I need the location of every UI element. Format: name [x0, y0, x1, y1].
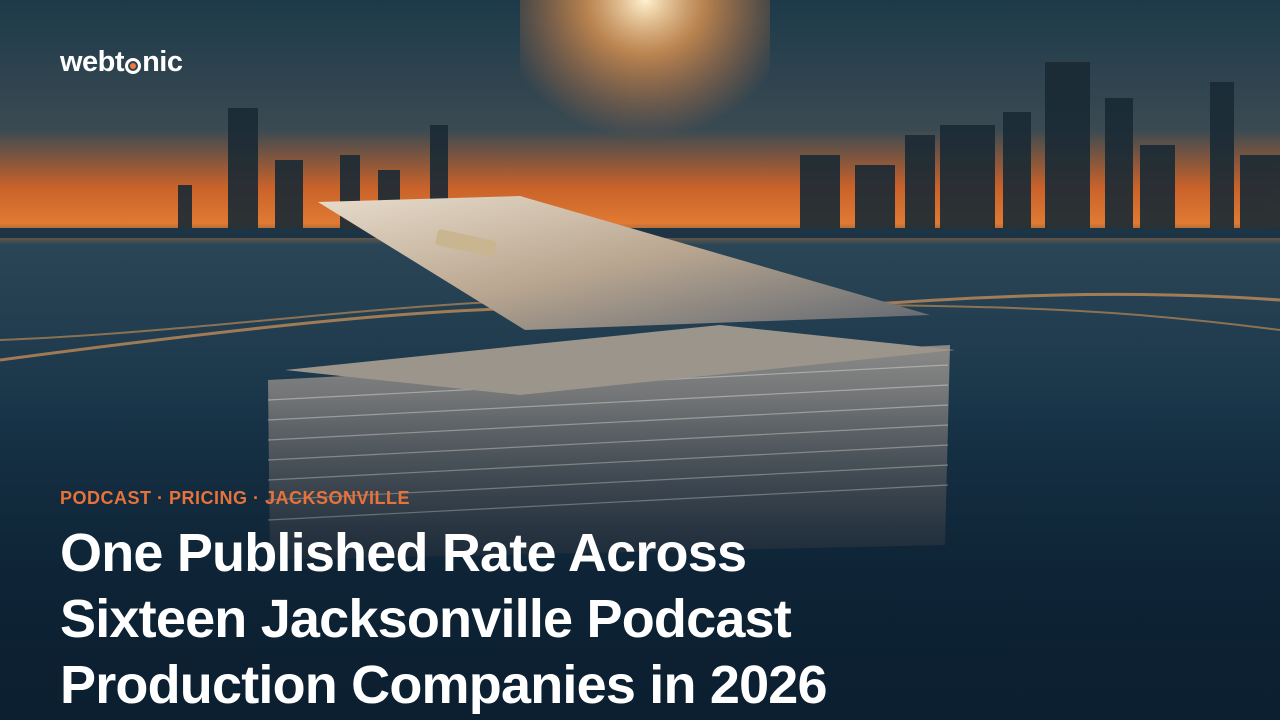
- logo-text: nic: [142, 46, 183, 78]
- logo-dot: [125, 57, 142, 74]
- logo: webt nic: [60, 46, 183, 79]
- headline: One Published Rate Across Sixteen Jackso…: [60, 523, 828, 715]
- category-tags: PODCAST · PRICING · JACKSONVILLE: [60, 488, 411, 508]
- logo-text: webt: [60, 46, 125, 78]
